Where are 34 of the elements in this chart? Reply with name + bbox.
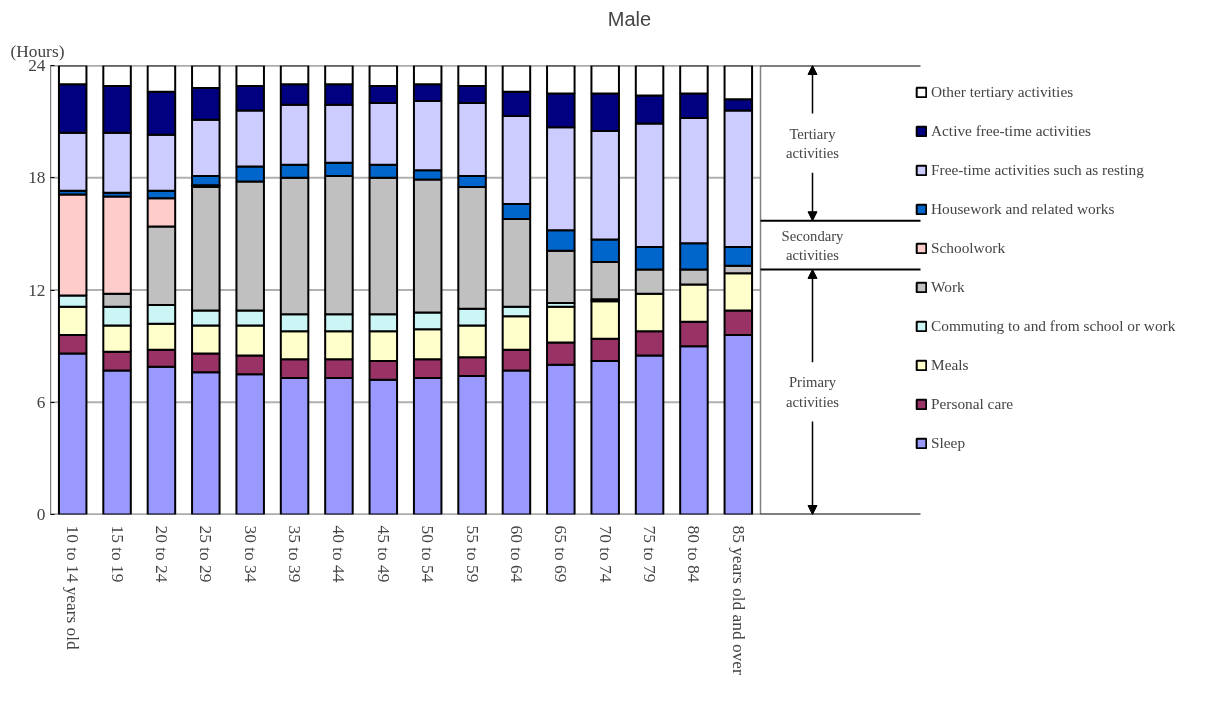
y-tick-label: 0 — [36, 505, 46, 524]
x-tick-label: 65 to 69 — [551, 525, 571, 583]
legend-label: Free-time activities such as resting — [931, 161, 1144, 179]
y-tick-label: 6 — [36, 392, 46, 412]
legend-label: Sleep — [931, 434, 966, 452]
x-tick-label: 30 to 34 — [240, 525, 260, 583]
x-tick-label: 80 to 84 — [684, 525, 704, 583]
x-tick-label: 35 to 39 — [285, 525, 305, 583]
y-tick-label: 18 — [28, 168, 46, 188]
legend-label: Active free-time activities — [931, 122, 1092, 140]
x-tick-label: 15 to 19 — [107, 525, 127, 583]
x-tick-label: 10 to 14 years old — [63, 525, 83, 650]
x-tick-label: 75 to 79 — [640, 525, 660, 583]
legend-label: Meals — [931, 356, 969, 374]
y-tick-label: 12 — [28, 280, 46, 300]
x-tick-label: 85 years old and over — [728, 525, 748, 675]
x-tick-label: 45 to 49 — [373, 525, 393, 583]
legend-label: Personal care — [931, 395, 1014, 413]
x-tick-label: 55 to 59 — [462, 525, 482, 583]
x-tick-label: 40 to 44 — [329, 525, 349, 583]
x-tick-label: 25 to 29 — [196, 525, 216, 583]
text: Primary activities — [786, 374, 840, 410]
legend-label: Commuting to and from school or work — [931, 317, 1176, 335]
text: Tertiary activities — [786, 125, 840, 161]
x-tick-label: 20 to 24 — [151, 525, 171, 583]
text: Secondary activities — [781, 227, 845, 263]
legend-label: Work — [931, 278, 965, 296]
legend-label: Other tertiary activities — [931, 83, 1074, 101]
legend-label: Housework and related works — [931, 200, 1115, 218]
legend-label: Schoolwork — [931, 239, 1006, 257]
x-tick-label: 70 to 74 — [595, 525, 615, 583]
chart-title: Male — [607, 7, 652, 30]
x-tick-label: 60 to 64 — [506, 525, 526, 583]
x-tick-label: 50 to 54 — [418, 525, 438, 583]
